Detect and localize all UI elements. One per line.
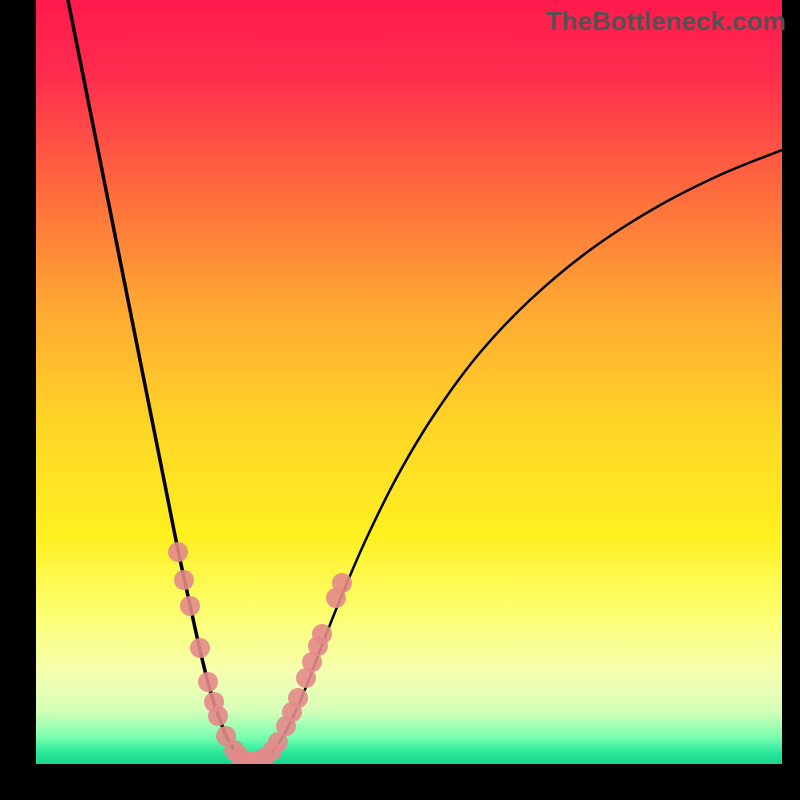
data-marker <box>288 688 308 708</box>
data-marker <box>208 706 228 726</box>
data-marker <box>190 638 210 658</box>
data-marker <box>312 624 332 644</box>
data-marker <box>180 596 200 616</box>
chart-container: TheBottleneck.com <box>0 0 800 800</box>
watermark-text: TheBottleneck.com <box>546 6 786 37</box>
data-marker <box>198 672 218 692</box>
data-marker <box>168 542 188 562</box>
gradient-background <box>36 0 782 764</box>
data-marker <box>174 570 194 590</box>
data-marker <box>332 573 352 593</box>
chart-svg <box>0 0 800 800</box>
